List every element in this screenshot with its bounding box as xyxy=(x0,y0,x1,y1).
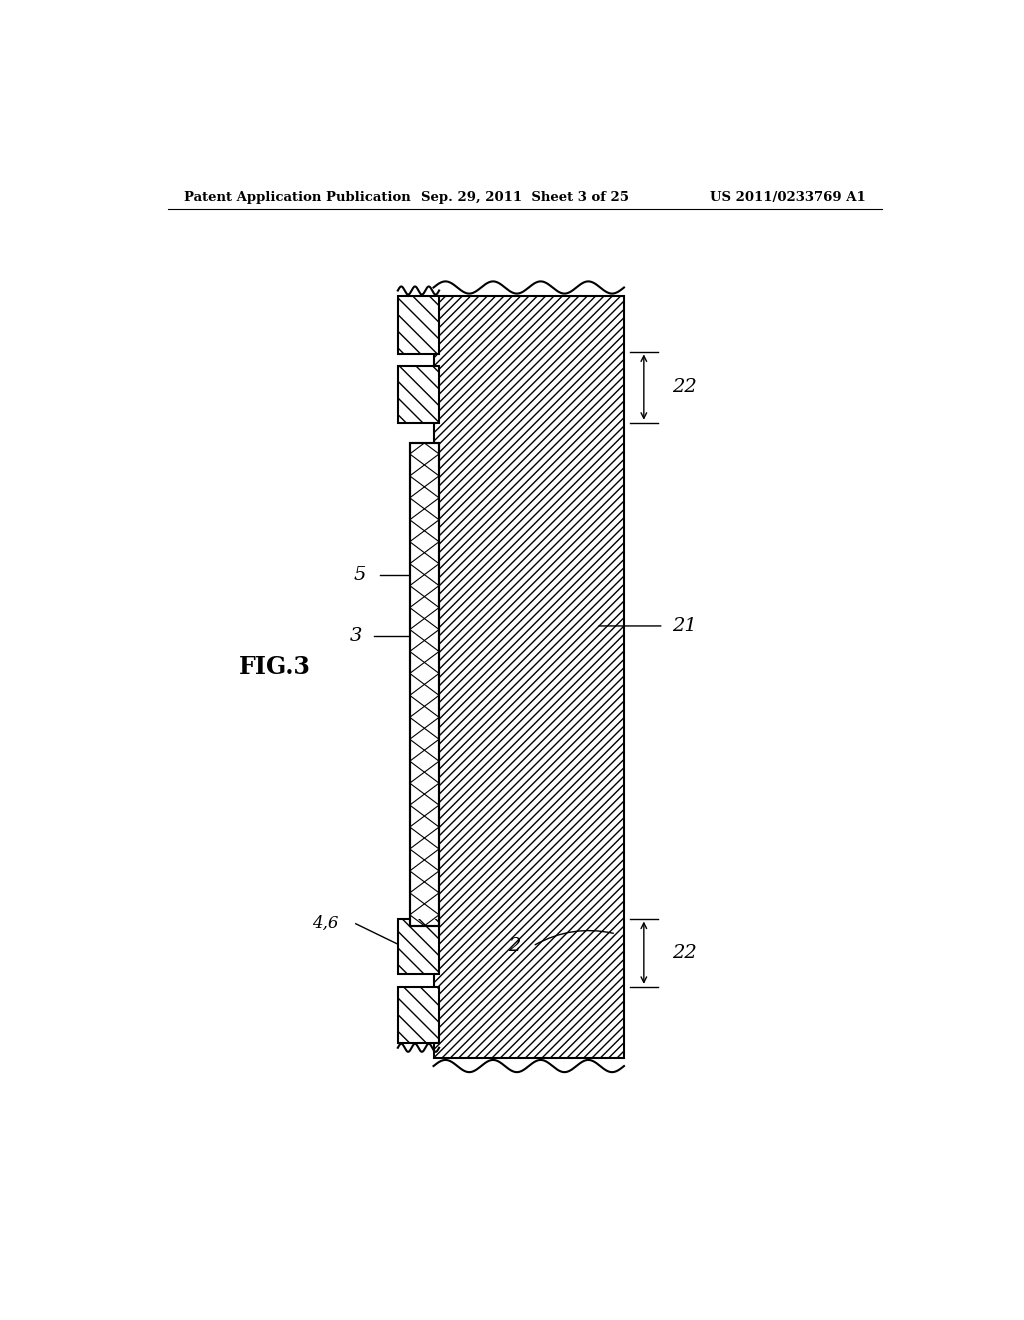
Text: US 2011/0233769 A1: US 2011/0233769 A1 xyxy=(711,190,866,203)
Bar xyxy=(397,296,439,354)
Text: Patent Application Publication: Patent Application Publication xyxy=(183,190,411,203)
Bar xyxy=(397,296,439,354)
Bar xyxy=(397,366,439,422)
Bar xyxy=(397,366,439,422)
Text: 5: 5 xyxy=(353,566,367,585)
Bar xyxy=(397,987,439,1043)
Text: FIG.3: FIG.3 xyxy=(239,655,310,678)
Bar xyxy=(397,919,439,974)
Text: Sep. 29, 2011  Sheet 3 of 25: Sep. 29, 2011 Sheet 3 of 25 xyxy=(421,190,629,203)
Text: 22: 22 xyxy=(672,378,696,396)
Text: 21: 21 xyxy=(672,616,696,635)
Bar xyxy=(433,296,624,1057)
Text: 22: 22 xyxy=(672,944,696,962)
Text: 3: 3 xyxy=(350,627,362,645)
Bar xyxy=(410,444,439,925)
Text: 2: 2 xyxy=(509,937,521,956)
Bar xyxy=(410,444,439,925)
Bar xyxy=(397,919,439,974)
Text: 4,6: 4,6 xyxy=(311,915,338,932)
Bar xyxy=(433,296,624,1057)
Bar xyxy=(397,987,439,1043)
